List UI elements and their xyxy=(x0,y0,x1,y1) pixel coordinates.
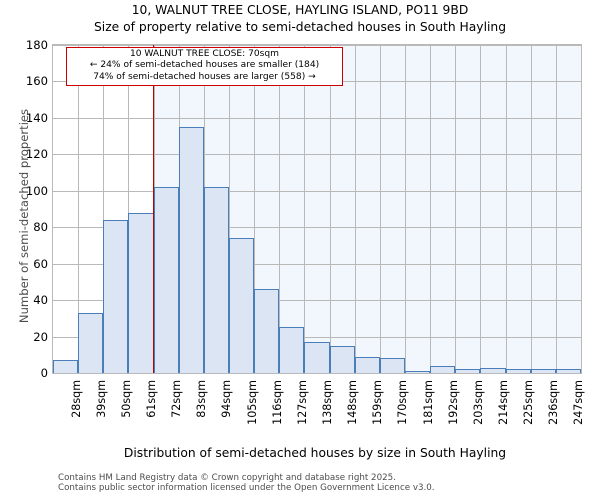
gridline-vertical xyxy=(279,45,281,373)
x-axis-label: Distribution of semi-detached houses by … xyxy=(123,446,507,460)
histogram-bar xyxy=(555,369,581,373)
x-tick-label: 159sqm xyxy=(371,380,385,425)
histogram-bar xyxy=(53,360,79,373)
gridline-vertical xyxy=(555,45,557,373)
histogram-bar xyxy=(405,371,431,373)
histogram-bar xyxy=(128,212,154,373)
histogram-bar xyxy=(229,238,255,373)
gridline-horizontal xyxy=(53,263,581,265)
histogram-bar xyxy=(480,367,506,373)
x-tick-label: 203sqm xyxy=(471,380,485,425)
histogram-bar xyxy=(430,365,456,373)
x-tick-label: 192sqm xyxy=(446,380,460,425)
gridline-horizontal xyxy=(53,117,581,119)
y-axis-ticks: 0 20 40 60 80 100 120 140 160 180 xyxy=(0,0,48,500)
x-tick-label: 247sqm xyxy=(572,380,586,425)
x-tick-label: 181sqm xyxy=(421,380,435,425)
gridline-vertical xyxy=(128,45,130,373)
footer-line-2: Contains public sector information licen… xyxy=(58,483,435,494)
gridline-horizontal xyxy=(53,154,581,156)
y-tick-label: 80 xyxy=(33,220,48,235)
x-tick-label: 116sqm xyxy=(270,380,284,425)
y-tick-label: 100 xyxy=(25,183,48,198)
x-tick-label: 225sqm xyxy=(522,380,536,425)
x-tick-label: 138sqm xyxy=(321,380,334,425)
gridline-horizontal xyxy=(53,336,581,338)
histogram-bar xyxy=(329,345,355,373)
gridline-vertical xyxy=(78,45,80,373)
y-tick-label: 60 xyxy=(33,256,48,271)
histogram-bar xyxy=(304,342,330,373)
annotation-line-2: ← 24% of semi-detached houses are smalle… xyxy=(89,60,320,71)
gridline-horizontal xyxy=(53,300,581,302)
plot-area xyxy=(52,44,582,374)
gridline-horizontal xyxy=(53,45,581,46)
annotation-line-1: 10 WALNUT TREE CLOSE: 70sqm xyxy=(129,49,280,59)
gridline-vertical xyxy=(229,45,230,373)
histogram-bar xyxy=(279,327,305,373)
annotation-line-3: 74% of semi-detached houses are larger (… xyxy=(93,71,316,82)
histogram-bar xyxy=(153,187,179,373)
x-tick-label: 50sqm xyxy=(119,380,133,418)
gridline-vertical xyxy=(430,45,432,373)
footer-attribution: Contains HM Land Registry data © Crown c… xyxy=(58,473,598,493)
y-tick-label: 40 xyxy=(33,293,48,308)
x-tick-label: 39sqm xyxy=(94,380,108,418)
histogram-bar xyxy=(379,358,405,373)
x-tick-label: 72sqm xyxy=(170,380,184,418)
x-tick-label: 94sqm xyxy=(220,380,234,418)
histogram-bar xyxy=(530,369,556,373)
histogram-bar xyxy=(178,127,204,373)
gridline-horizontal xyxy=(53,190,581,192)
x-tick-label: 214sqm xyxy=(497,380,510,425)
gridline-vertical xyxy=(530,45,532,373)
annotation-box: 10 WALNUT TREE CLOSE: 70sqm ← 24% of sem… xyxy=(66,47,343,87)
gridline-vertical xyxy=(405,45,406,373)
histogram-bar xyxy=(505,369,531,373)
y-tick-label: 0 xyxy=(40,366,48,380)
gridline-vertical xyxy=(103,45,105,373)
page-subtitle: Size of property relative to semi-detach… xyxy=(93,20,507,34)
x-tick-label: 61sqm xyxy=(145,380,158,418)
x-tick-label: 83sqm xyxy=(195,380,209,418)
property-marker-line xyxy=(152,45,155,373)
y-tick-label: 160 xyxy=(25,74,48,89)
gridline-vertical xyxy=(379,45,381,373)
histogram-bar xyxy=(455,369,481,373)
y-tick-label: 180 xyxy=(25,38,48,52)
gridline-horizontal xyxy=(53,227,581,229)
gridline-vertical xyxy=(480,45,482,373)
histogram-bar xyxy=(254,289,280,373)
gridline-vertical xyxy=(304,45,306,373)
footer-line-1: Contains HM Land Registry data © Crown c… xyxy=(58,473,396,483)
x-tick-label: 148sqm xyxy=(346,380,360,425)
y-tick-label: 20 xyxy=(33,329,48,344)
page-title: 10, WALNUT TREE CLOSE, HAYLING ISLAND, P… xyxy=(131,3,469,17)
histogram-bar xyxy=(78,312,104,373)
histogram-bar xyxy=(203,187,229,373)
gridline-vertical xyxy=(329,45,331,373)
x-tick-label: 170sqm xyxy=(396,380,410,425)
x-tick-label: 236sqm xyxy=(547,380,561,425)
gridline-vertical xyxy=(254,45,256,373)
gridline-vertical xyxy=(354,45,356,373)
histogram-bar xyxy=(354,356,380,373)
x-tick-label: 105sqm xyxy=(245,380,259,425)
histogram-bar xyxy=(103,219,129,373)
y-tick-label: 140 xyxy=(25,110,48,125)
gridline-vertical xyxy=(505,45,507,373)
gridline-vertical xyxy=(455,45,457,373)
y-tick-label: 120 xyxy=(25,147,48,162)
x-tick-label: 127sqm xyxy=(295,380,309,425)
x-tick-label: 28sqm xyxy=(69,380,83,418)
